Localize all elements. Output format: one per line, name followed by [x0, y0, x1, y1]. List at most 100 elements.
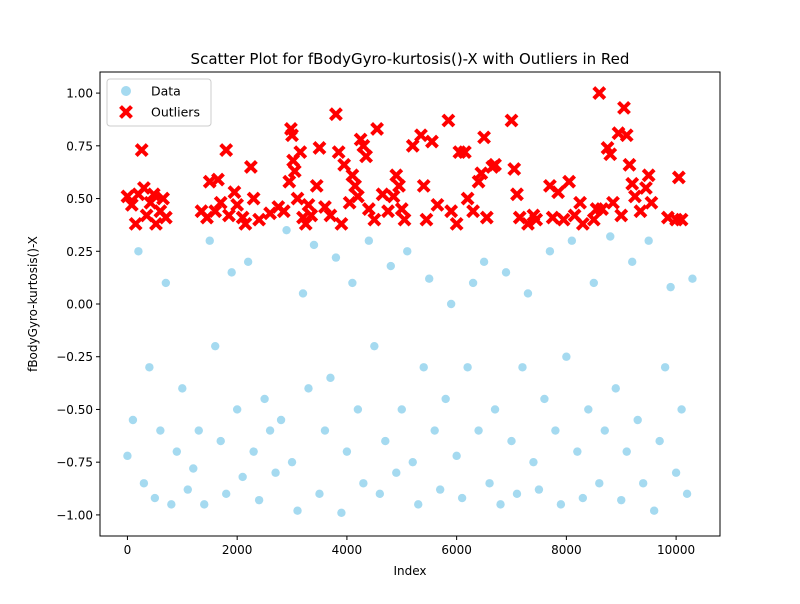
data-point	[425, 274, 434, 283]
data-point	[359, 479, 368, 488]
outlier-point	[644, 195, 659, 210]
legend-label-outliers: Outliers	[151, 105, 200, 120]
data-point	[254, 495, 264, 505]
y-tick-label: 1.00	[66, 87, 93, 101]
data-point	[606, 232, 615, 241]
data-point	[649, 506, 659, 515]
data-point	[200, 500, 209, 509]
data-point	[134, 247, 143, 256]
x-tick-label: 6000	[441, 543, 472, 557]
data-point	[638, 479, 648, 488]
y-tick-label: 0.75	[66, 139, 93, 153]
data-point	[468, 278, 478, 288]
outlier-point	[230, 197, 245, 212]
data-point	[145, 363, 154, 372]
outlier-point	[622, 157, 637, 172]
outlier-point	[285, 128, 299, 143]
outlier-point	[573, 195, 588, 210]
data-point	[551, 426, 560, 435]
outlier-point	[329, 107, 343, 122]
outlier-point	[441, 113, 456, 128]
outlier-point	[246, 191, 261, 206]
data-point	[337, 508, 346, 517]
data-point	[435, 485, 445, 494]
outlier-point	[222, 208, 236, 223]
data-point	[238, 472, 247, 482]
data-point	[243, 257, 253, 267]
data-point	[375, 489, 385, 499]
outlier-point	[124, 197, 139, 212]
outlier-point	[348, 178, 363, 193]
legend-frame	[106, 78, 212, 127]
data-point	[326, 373, 335, 383]
data-point	[595, 479, 604, 488]
outlier-point	[359, 149, 374, 164]
outlier-point	[397, 212, 412, 227]
outlier-point	[301, 197, 316, 212]
data-point	[479, 257, 489, 267]
data-point	[617, 495, 626, 505]
y-tick-label: 0.00	[66, 298, 93, 312]
data-point	[545, 247, 555, 256]
data-point	[194, 426, 203, 435]
data-point	[507, 436, 516, 446]
outlier-point	[149, 216, 163, 231]
outlier-point	[252, 212, 267, 227]
data-point	[150, 493, 160, 503]
data-point	[446, 299, 456, 309]
outlier-point	[606, 195, 620, 210]
outlier-layer	[120, 86, 689, 231]
data-point	[342, 447, 352, 456]
outlier-point	[158, 210, 173, 225]
outlier-point	[674, 212, 689, 227]
y-tick-label: −0.25	[56, 350, 93, 364]
outlier-point	[367, 212, 382, 227]
y-tick-label: 0.25	[66, 245, 93, 259]
data-point	[211, 341, 220, 351]
data-point	[364, 236, 374, 245]
x-axis-ticks: 0 2000 4000 6000 8000 10000	[124, 536, 695, 557]
data-point	[397, 405, 406, 414]
data-point	[523, 289, 533, 298]
outlier-point	[449, 216, 464, 231]
outlier-point	[219, 143, 234, 157]
data-point	[178, 384, 187, 393]
data-point	[660, 363, 670, 372]
outlier-point	[521, 216, 535, 231]
outlier-point	[504, 113, 519, 128]
data-point	[600, 426, 609, 435]
outlier-point	[617, 100, 631, 115]
outlier-point	[419, 212, 434, 227]
outlier-point	[350, 189, 365, 204]
outlier-point	[309, 178, 324, 193]
outlier-point	[392, 178, 406, 193]
data-point	[463, 363, 472, 372]
data-point	[189, 464, 198, 473]
outlier-point	[592, 86, 607, 101]
outlier-point	[510, 187, 524, 202]
data-point	[249, 447, 258, 456]
data-point	[304, 384, 313, 393]
y-tick-label: 0.50	[66, 192, 93, 206]
outlier-point	[208, 204, 223, 219]
data-point	[414, 500, 423, 509]
data-point	[622, 447, 631, 456]
data-point	[666, 282, 675, 292]
outlier-point	[298, 216, 313, 231]
data-point	[227, 268, 236, 277]
outlier-point	[136, 181, 151, 195]
outlier-point	[619, 128, 634, 143]
data-point	[392, 468, 401, 477]
data-point	[287, 457, 297, 467]
outlier-point	[430, 197, 445, 212]
outlier-point	[405, 138, 420, 153]
data-point	[633, 415, 642, 425]
data-point	[276, 415, 286, 425]
data-point	[682, 489, 692, 499]
x-tick-label: 2000	[222, 543, 253, 557]
outlier-point	[529, 212, 544, 227]
outlier-point	[628, 189, 642, 204]
outlier-point	[146, 187, 161, 202]
outlier-point	[381, 204, 395, 219]
